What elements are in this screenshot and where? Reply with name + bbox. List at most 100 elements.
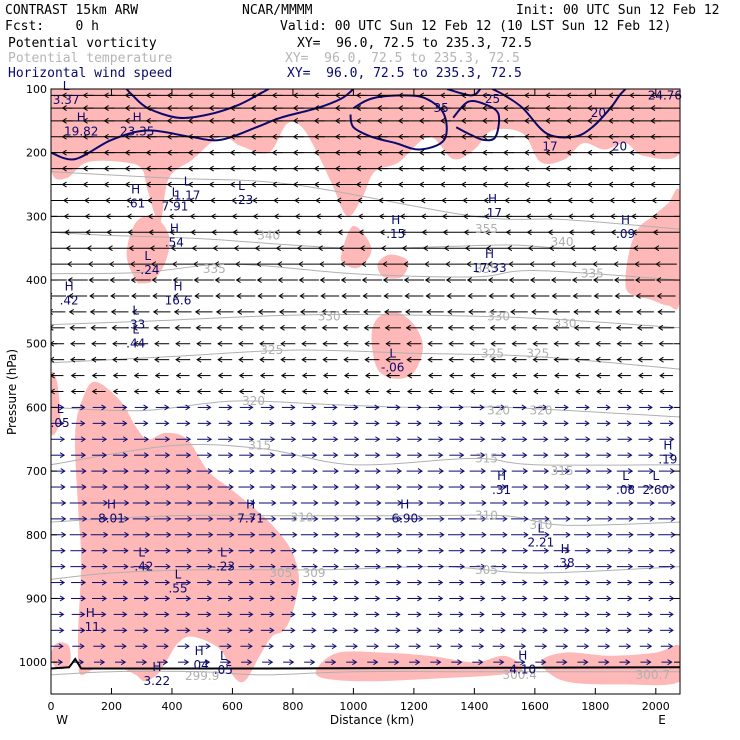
- field-wind-name: Horizontal wind speed: [8, 66, 173, 81]
- wind-vector: [218, 420, 233, 427]
- wind-vector: [302, 611, 317, 618]
- wind-vector: [471, 643, 485, 650]
- wind-vector: [449, 436, 465, 443]
- wind-vector: [554, 452, 570, 459]
- wind-vector: [114, 659, 127, 666]
- wind-vector: [470, 611, 485, 618]
- wind-vector: [634, 261, 656, 268]
- wind-vector: [279, 531, 298, 538]
- wind-vector: [344, 611, 359, 618]
- wind-vector: [363, 515, 382, 522]
- wind-vector: [426, 308, 444, 315]
- wind-vector: [428, 627, 443, 634]
- wind-vector: [511, 356, 527, 363]
- wind-vector: [532, 531, 550, 538]
- wind-vector: [197, 627, 212, 634]
- pv-high-marker: H: [133, 110, 142, 124]
- wind-vector: [134, 611, 149, 618]
- field-theta-name: Potential temperature: [8, 51, 173, 66]
- wind-vector: [237, 515, 256, 522]
- wind-vector: [406, 484, 423, 490]
- wind-vector: [279, 500, 298, 506]
- wind-vector: [638, 579, 654, 586]
- wind-vector: [72, 643, 85, 650]
- wind-vector: [342, 324, 359, 331]
- theta-label: 300.7: [636, 668, 670, 682]
- wind-vector: [70, 356, 86, 363]
- pv-region-7: [74, 381, 299, 683]
- wind-vector: [365, 436, 381, 443]
- wind-vector: [197, 420, 212, 427]
- pv-low-marker: L: [57, 402, 64, 416]
- wind-vector: [363, 500, 382, 506]
- x-axis-label: Distance (km): [330, 713, 414, 727]
- wind-vector: [532, 563, 550, 570]
- wind-vector: [639, 627, 653, 634]
- wind-vector: [303, 643, 316, 650]
- wind-vector: [280, 388, 295, 395]
- wind-vector: [364, 388, 379, 395]
- wind-vector: [595, 515, 613, 522]
- wind-vector: [239, 436, 255, 443]
- wind-vector: [344, 404, 359, 411]
- wind-vector: [154, 547, 171, 554]
- wind-vector: [427, 515, 445, 522]
- wind-vector: [176, 611, 191, 618]
- wind-vector: [153, 531, 172, 538]
- wind-vector: [658, 484, 676, 490]
- wind-vector: [113, 627, 128, 634]
- pv-high-marker: H: [107, 498, 116, 512]
- wind-vector: [133, 356, 149, 363]
- wind-vector: [300, 324, 317, 331]
- wind-vector: [260, 420, 275, 427]
- pv-extremum-value: .17: [483, 206, 502, 220]
- wind-vector: [385, 372, 400, 379]
- wind-vector: [363, 324, 381, 331]
- pv-low-marker: L: [184, 175, 191, 189]
- wind-vector: [660, 404, 674, 411]
- wind-vector: [239, 452, 255, 459]
- wind-vector: [112, 340, 128, 347]
- wind-vector: [280, 484, 297, 490]
- wind-vector: [534, 611, 548, 618]
- wind-vector: [595, 563, 613, 570]
- wind-vector: [259, 340, 275, 347]
- wind-vector: [51, 262, 68, 267]
- wind-vector: [387, 643, 401, 650]
- pv-extremum-value: .05: [214, 663, 233, 677]
- wind-vector: [493, 659, 505, 666]
- pv-region-10: [540, 644, 680, 686]
- pv-extremum-value: 1.17: [174, 189, 201, 203]
- wind-vector: [196, 484, 213, 490]
- wind-vector: [594, 308, 612, 315]
- pv-extremum-value: 16.6: [165, 294, 192, 308]
- wind-vector: [239, 420, 254, 427]
- theta-label: 315: [248, 439, 271, 453]
- y-tick-label: 700: [26, 465, 47, 478]
- wind-vector: [595, 356, 611, 363]
- wind-vector: [574, 547, 592, 554]
- wind-vector: [407, 595, 423, 602]
- wind-vector: [128, 245, 153, 252]
- wind-vector: [650, 133, 680, 140]
- wind-vector: [470, 404, 485, 411]
- wind-vector: [258, 324, 275, 331]
- wind-vector: [259, 547, 276, 554]
- pv-high-marker: H: [131, 182, 140, 196]
- wind-vector: [386, 436, 402, 443]
- wind-vector: [302, 627, 317, 634]
- theta-label: 309: [303, 566, 326, 580]
- wind-vector: [133, 372, 148, 379]
- pv-high-marker: H: [170, 222, 179, 236]
- wind-vector: [239, 627, 254, 634]
- wind-vector: [617, 579, 633, 586]
- wind-vector: [239, 611, 254, 618]
- wind-vector: [512, 388, 526, 395]
- terrain-line: [51, 657, 680, 670]
- wind-vector: [199, 659, 211, 666]
- wind-vector: [113, 420, 128, 427]
- wind-vector: [384, 515, 403, 522]
- wind-vector: [154, 468, 171, 475]
- wind-vector: [597, 643, 611, 650]
- wind-vector: [449, 595, 465, 602]
